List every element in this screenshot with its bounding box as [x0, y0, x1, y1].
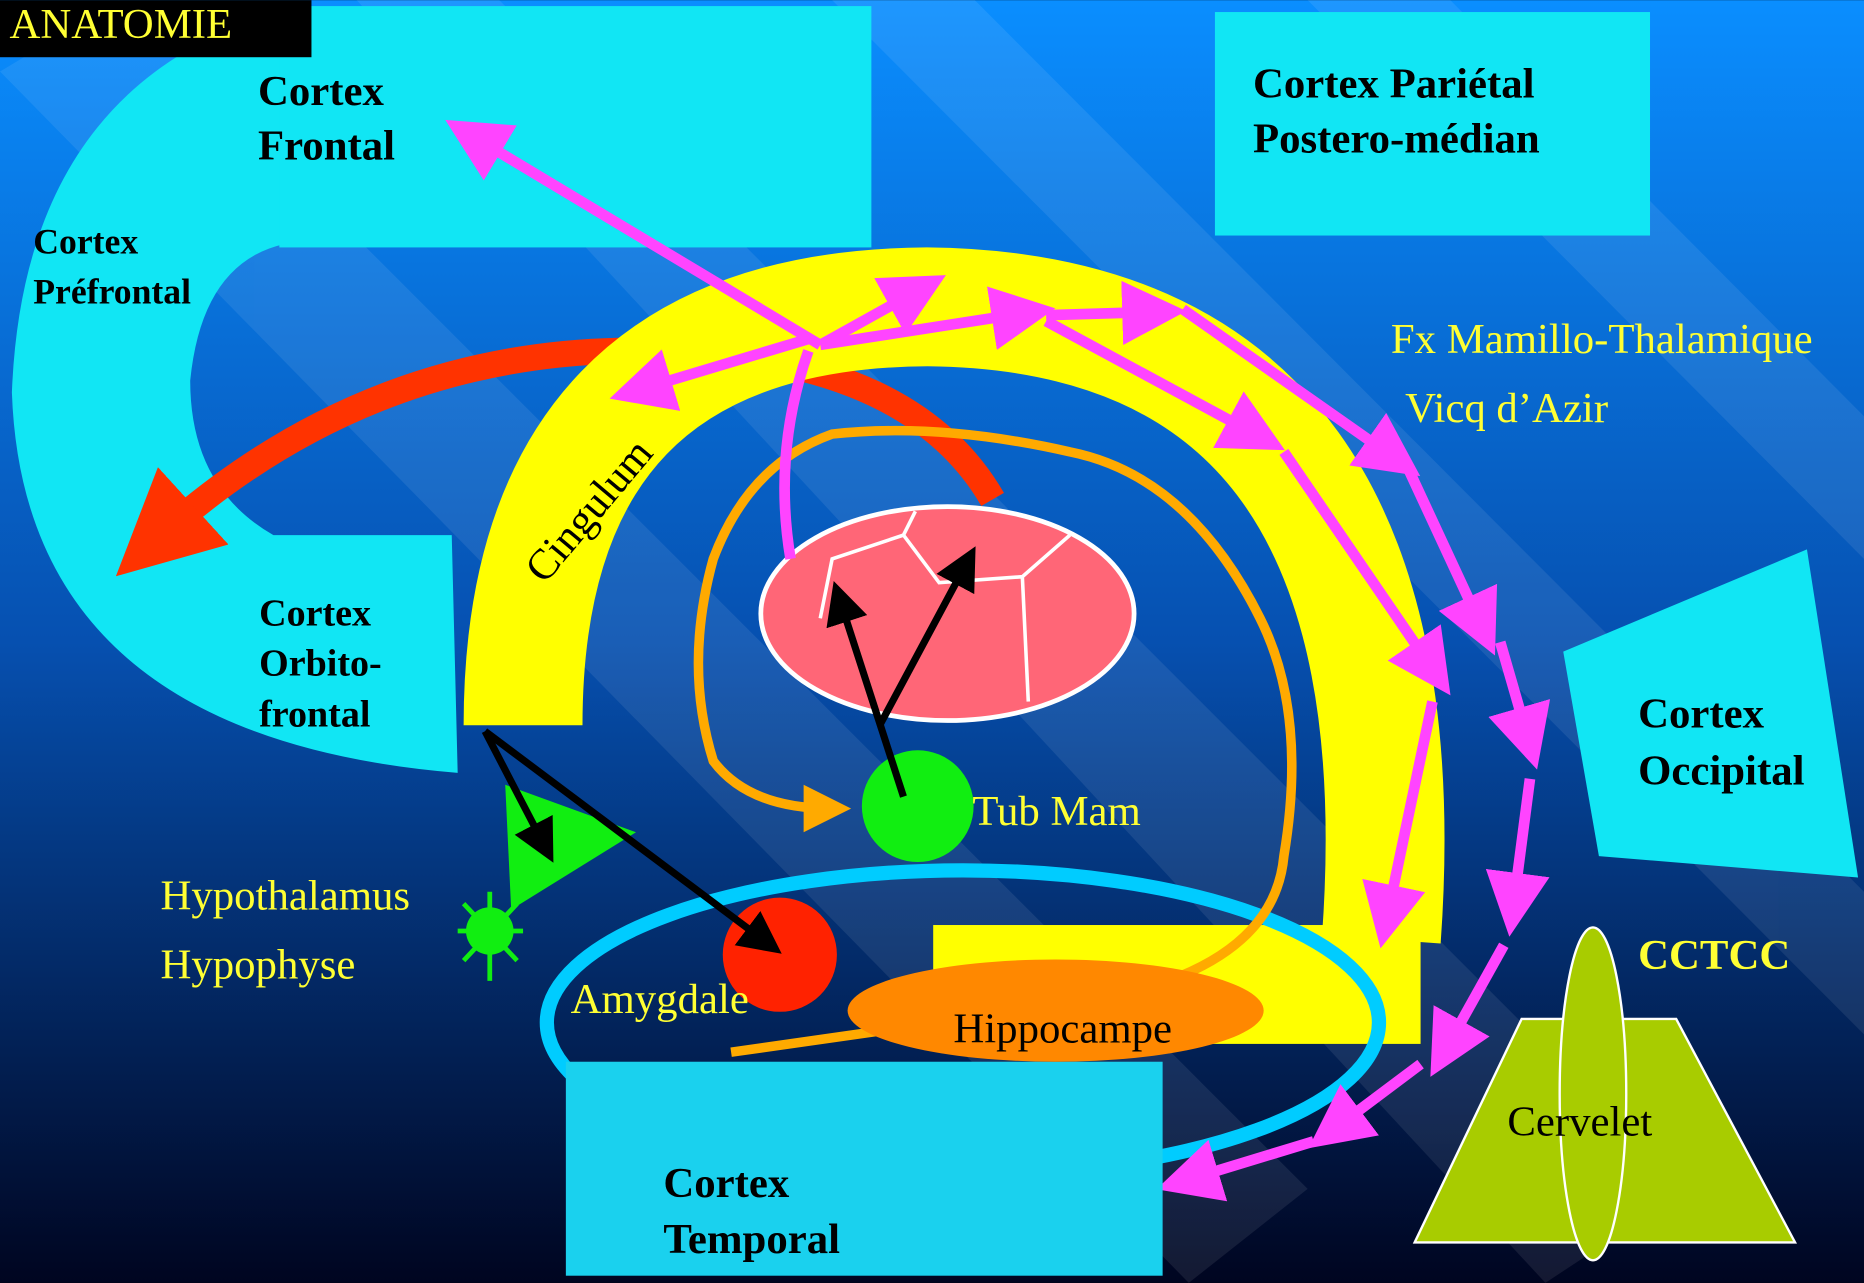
label: Cortex — [1638, 691, 1765, 738]
label: Vicq d’Azir — [1405, 385, 1608, 432]
cerebellum-vermis — [1560, 927, 1627, 1260]
label: Cortex Pariétal — [1253, 61, 1535, 108]
label: Cortex — [663, 1160, 790, 1207]
label: Fx Mamillo-Thalamique — [1391, 316, 1813, 363]
label: Hypophyse — [160, 942, 355, 989]
label: Cortex — [259, 592, 371, 634]
label: Occipital — [1638, 748, 1804, 795]
label: frontal — [259, 693, 370, 735]
label: Cortex — [258, 68, 385, 115]
thalamus — [761, 507, 1134, 721]
label: Tub Mam — [972, 788, 1140, 835]
label: Hippocampe — [953, 1006, 1172, 1053]
label: CCTCC — [1638, 932, 1790, 979]
label: Cervelet — [1507, 1098, 1652, 1145]
label: Préfrontal — [33, 271, 191, 311]
label: Frontal — [258, 122, 395, 169]
label: Temporal — [663, 1216, 840, 1263]
label: Cortex — [33, 221, 138, 261]
label: Postero-médian — [1253, 115, 1540, 162]
diagram: ANATOMIE Cortex Frontal Cortex Pariétal … — [0, 0, 1864, 1283]
label: Amygdale — [571, 976, 749, 1023]
title: ANATOMIE — [10, 1, 233, 48]
temporal-box — [566, 1062, 1163, 1276]
label: Hypothalamus — [160, 873, 410, 920]
hypophysis — [466, 907, 514, 955]
page: ANATOMIE Cortex Frontal Cortex Pariétal … — [0, 0, 1864, 1283]
label: Orbito- — [259, 642, 382, 684]
mammillary-body — [862, 750, 974, 862]
